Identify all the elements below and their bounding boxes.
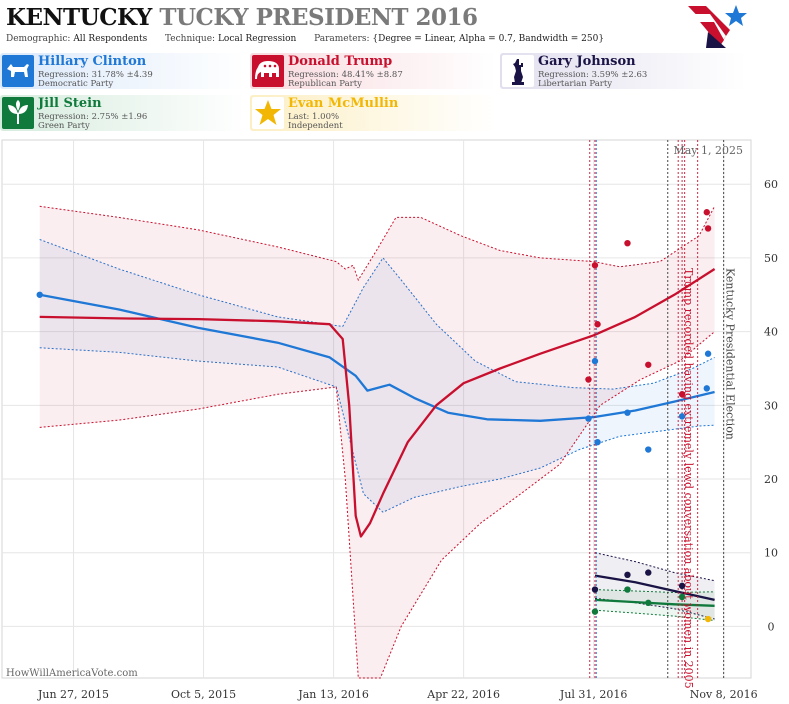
candidate-party: Democratic Party (38, 79, 114, 89)
page-title: KENTUCKY TUCKY PRESIDENT 2016 (6, 4, 478, 31)
demographic-label: Demographic: (6, 34, 71, 44)
lower-bound-line (39, 331, 715, 679)
candidate-card-clinton[interactable]: Hillary Clinton Regression: 31.78% ±4.39… (0, 53, 246, 89)
chart-canvas: 0 10 20 30 40 50 60 Jun 27, 2015 Oct 5, 2015 Jan … (1, 139, 778, 701)
y-tick-label: 40 (764, 326, 778, 339)
y-tick-label: 20 (764, 473, 778, 486)
poll-point (594, 438, 601, 446)
candidate-card-johnson[interactable]: Gary Johnson Regression: 3.59% ±2.63 Lib… (500, 53, 746, 89)
leaf-icon (2, 97, 34, 129)
poll-point (645, 599, 652, 607)
poll-point (624, 586, 631, 593)
candidate-party: Republican Party (288, 79, 362, 89)
elephant-icon (252, 55, 284, 87)
poll-point (678, 582, 686, 590)
demographic-value: All Respondents (73, 34, 148, 44)
upper-bound-line (594, 552, 715, 582)
candidate-party: Independent (288, 121, 343, 131)
poll-point (703, 385, 710, 392)
poll-point (645, 569, 652, 576)
star-icon (252, 97, 284, 129)
event-annotation: Trump recorded having extremely lewd con… (682, 268, 695, 689)
candidate-party: Green Party (38, 121, 90, 131)
page-header: KENTUCKY TUCKY PRESIDENT 2016 Demographi… (0, 0, 789, 50)
lower-bound-line (594, 609, 715, 621)
chart-date-label: May 1, 2025 (673, 144, 743, 157)
series-line (594, 598, 715, 607)
upper-bound-line (594, 589, 715, 594)
polling-chart: 0 10 20 30 40 50 60 Jun 27, 2015 Oct 5, 2015 Jan … (0, 138, 789, 704)
technique-label: Technique: (165, 34, 216, 44)
y-tick-label: 50 (764, 252, 778, 265)
candidate-card-stein[interactable]: Jill Stein Regression: 2.75% ±1.96 Green… (0, 95, 246, 131)
series-line (39, 293, 715, 422)
x-tick-label: Apr 22, 2016 (426, 688, 500, 701)
upper-bound-line (39, 205, 716, 282)
candidate-regression: Regression: 48.41% ±8.87 (288, 70, 403, 80)
y-tick-label: 60 (764, 178, 778, 191)
poll-point (591, 262, 599, 269)
poll-point (624, 571, 631, 579)
poll-point (704, 615, 712, 623)
candidate-card-trump[interactable]: Donald Trump Regression: 48.41% ±8.87 Re… (250, 53, 496, 89)
x-tick-label: Oct 5, 2015 (171, 688, 236, 701)
poll-point (703, 209, 710, 216)
y-tick-label: 30 (764, 399, 778, 412)
candidate-party: Libertarian Party (538, 79, 613, 89)
candidate-legend: Hillary Clinton Regression: 31.78% ±4.39… (0, 53, 789, 135)
lower-bound-line (39, 347, 715, 513)
poll-point (624, 239, 631, 247)
x-tick-label: Jan 13, 2016 (297, 688, 369, 701)
candidate-name: Evan McMullin (288, 96, 399, 111)
poll-point (645, 361, 652, 368)
candidate-name: Jill Stein (38, 96, 102, 111)
x-tick-label: Jul 31, 2016 (559, 688, 628, 701)
poll-point (645, 446, 652, 453)
technique-value: Local Regression (217, 34, 297, 44)
parameters-value: {Degree = Linear, Alpha = 0.7, Bandwidth… (372, 34, 605, 44)
x-tick-label: Nov 8, 2016 (690, 688, 758, 701)
x-tick-label: Jun 27, 2015 (37, 688, 109, 701)
poll-point (591, 608, 599, 615)
series-line (594, 574, 715, 602)
candidate-name: Gary Johnson (538, 54, 636, 69)
poll-point (585, 415, 592, 422)
series-line (39, 268, 716, 538)
title-rest: TUCKY PRESIDENT 2016 (151, 4, 478, 31)
candidate-name: Hillary Clinton (38, 54, 147, 69)
upper-bound-line (39, 239, 715, 390)
poll-point (678, 391, 686, 398)
poll-point (594, 321, 601, 328)
y-tick-label: 0 (768, 620, 775, 633)
parameters-label: Parameters: (314, 34, 370, 44)
candidate-regression: Last: 1.00% (288, 112, 340, 122)
poll-point (591, 586, 599, 593)
y-tick-label: 10 (764, 547, 778, 560)
candidate-regression: Regression: 2.75% ±1.96 (38, 112, 148, 122)
poll-point (678, 593, 686, 601)
poll-point (36, 291, 43, 298)
poll-point (678, 413, 686, 420)
event-annotation: Kentucky Presidential Election (724, 268, 737, 440)
candidate-regression: Regression: 3.59% ±2.63 (538, 70, 648, 80)
candidate-card-mcmullin[interactable]: Evan McMullin Last: 1.00% Independent (250, 95, 496, 131)
site-logo[interactable] (686, 2, 750, 48)
confidence-band (39, 239, 715, 513)
candidate-name: Donald Trump (288, 54, 393, 69)
poll-point (704, 225, 712, 232)
poll-point (585, 376, 592, 383)
poll-point (624, 409, 631, 416)
poll-point (704, 350, 712, 357)
parameters-line: Demographic: All Respondents Technique: … (6, 34, 604, 44)
poll-point (591, 357, 599, 365)
title-state: KENTUCKY (6, 4, 152, 31)
donkey-icon (2, 55, 34, 87)
watermark: HowWillAmericaVote.com (6, 668, 138, 679)
candidate-regression: Regression: 31.78% ±4.39 (38, 70, 153, 80)
confidence-band (39, 206, 715, 679)
statue-of-liberty-icon (502, 55, 534, 87)
